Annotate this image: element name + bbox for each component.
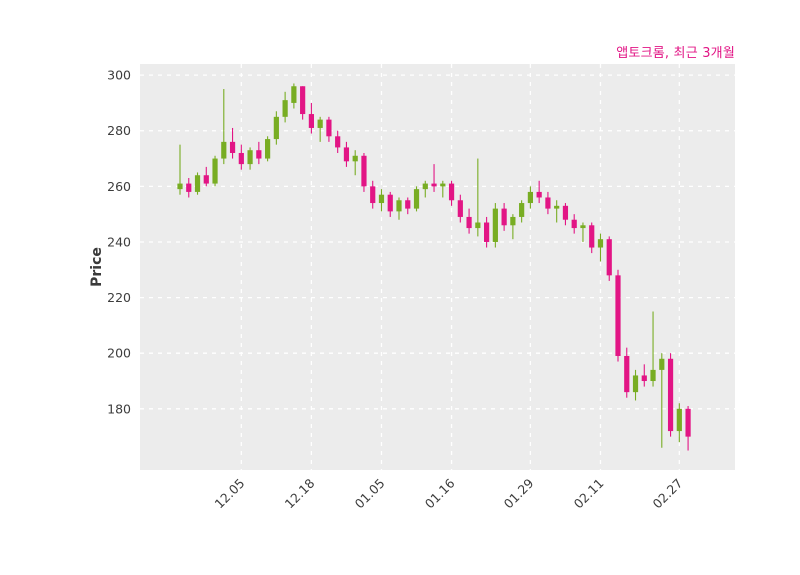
candle-body [396, 200, 402, 212]
candle-body [519, 203, 525, 217]
candle-body [343, 147, 350, 162]
x-tick-label: 01.16 [422, 475, 458, 511]
candle-body [265, 139, 271, 159]
candle-body [387, 194, 393, 212]
candle-body [615, 275, 621, 356]
candle-body [308, 114, 314, 128]
y-tick-label: 260 [107, 179, 131, 194]
candle-body [238, 152, 244, 165]
candle-body [212, 158, 218, 184]
candle-body [536, 191, 542, 198]
candle-body [256, 150, 262, 159]
candle-body [492, 208, 498, 242]
candle-body [422, 183, 428, 190]
plot-background [140, 64, 735, 470]
candle-body [527, 191, 533, 204]
candle-body [457, 200, 463, 217]
candle-body [545, 197, 551, 209]
candle-body [580, 225, 586, 229]
x-tick-label: 12.18 [282, 475, 318, 511]
candle-body [203, 175, 209, 184]
candle-body [186, 183, 192, 192]
y-axis-label: Price [89, 247, 105, 287]
candle-body [378, 194, 385, 204]
candle-body [431, 183, 437, 187]
candle-body [361, 155, 367, 187]
candle-body [589, 225, 595, 248]
candle-body [624, 355, 630, 393]
y-tick-label: 240 [107, 234, 131, 249]
x-tick-label: 01.29 [501, 475, 537, 511]
x-tick-label: 02.27 [650, 476, 686, 512]
candle-body [466, 216, 472, 229]
candle-body [632, 375, 639, 393]
candle-body [440, 183, 446, 187]
candle-body [291, 86, 297, 103]
candle-body [562, 205, 569, 220]
candle-body [177, 183, 183, 190]
candle-body [335, 136, 341, 148]
x-tick-label: 01.05 [352, 476, 388, 512]
x-tick-label: 12.05 [212, 476, 248, 512]
candle-body [247, 150, 253, 165]
candle-body [484, 222, 490, 242]
candle-body [571, 219, 577, 229]
candle-body [300, 86, 306, 115]
candle-body [641, 375, 647, 382]
candle-body [370, 186, 376, 204]
candle-body [501, 208, 507, 226]
y-tick-label: 280 [107, 123, 131, 138]
candle-body [606, 239, 612, 276]
candle-body [221, 141, 227, 159]
y-tick-label: 220 [107, 290, 131, 305]
x-tick-label: 02.11 [571, 476, 607, 512]
chart-title: 앱토크롬, 최근 3개월 [616, 46, 735, 61]
y-tick-label: 200 [107, 346, 131, 361]
candle-body [405, 200, 411, 209]
candle-body [667, 358, 674, 432]
y-tick-label: 180 [107, 401, 131, 416]
candle-body [554, 205, 560, 209]
candle-body [659, 358, 665, 370]
candle-body [273, 116, 279, 140]
candle-body [317, 119, 323, 128]
candle-body [282, 100, 288, 117]
candle-body [597, 239, 604, 248]
candle-body [676, 408, 682, 432]
candle-body [194, 175, 201, 192]
candle-body [413, 189, 420, 209]
candle-body [650, 369, 656, 382]
candle-body [475, 222, 481, 229]
candle-body [448, 183, 455, 201]
candle-body [510, 216, 516, 226]
candle-body [229, 141, 236, 153]
candle-body [352, 155, 358, 162]
candle-body [685, 408, 691, 437]
y-tick-label: 300 [107, 68, 131, 83]
candle-body [326, 119, 332, 137]
